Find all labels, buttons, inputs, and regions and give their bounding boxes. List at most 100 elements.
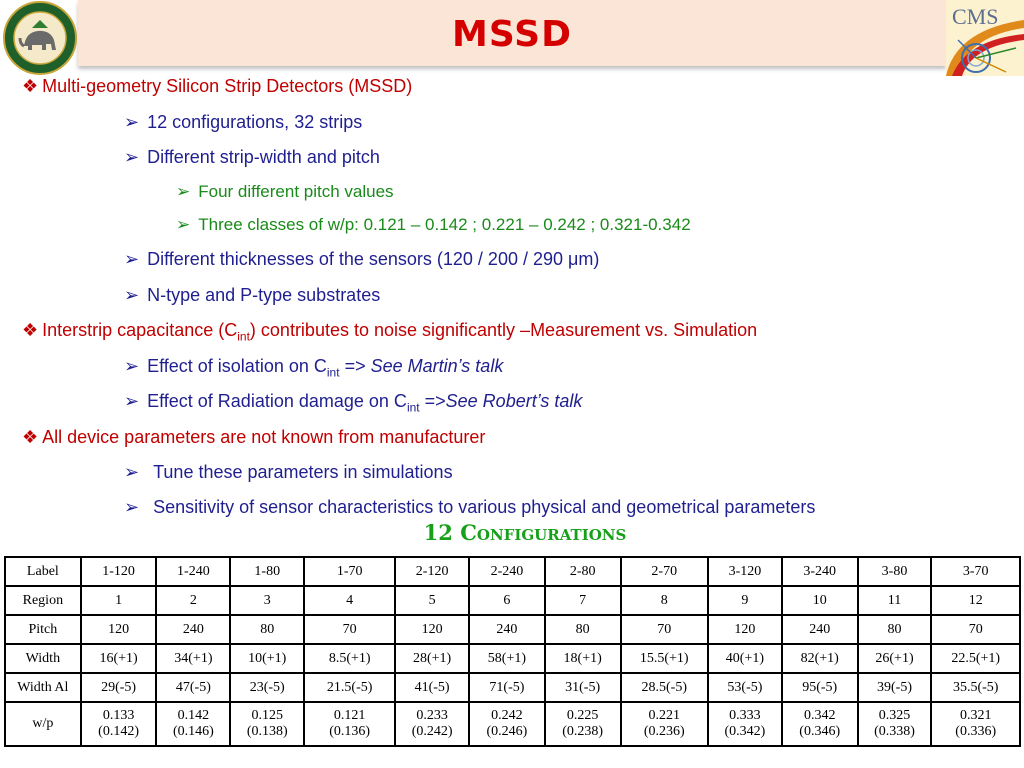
bullet-mssd: ❖ Multi-geometry Silicon Strip Detectors … (22, 75, 412, 97)
arrowhead-bullet-icon: ➢ (124, 112, 140, 132)
wp-alt-value: (0.242) (411, 724, 453, 739)
table-row-width-al: Width Al 29(-5) 47(-5) 23(-5) 21.5(-5) 41(-5)… (4, 672, 1021, 703)
table-cell: 53(-5) (706, 672, 783, 703)
bullet-interstrip-capacitance: ❖ Interstrip capacitance (Cint) contribut… (22, 320, 758, 344)
table-cell: 47(-5) (155, 672, 232, 703)
table-cell: 1 (79, 585, 158, 616)
table-cell: 120 (394, 614, 471, 645)
table-cell: 35.5(-5) (930, 672, 1021, 703)
table-cell: 3-80 (856, 556, 933, 587)
table-cell: 1-240 (155, 556, 232, 587)
table-cell: 0.333 (0.342) (706, 701, 783, 747)
table-cell: 5 (394, 585, 471, 616)
wp-alt-value: (0.338) (874, 724, 915, 739)
wp-value: 0.325 (878, 708, 911, 723)
table-cell: 0.142 (0.146) (155, 701, 232, 747)
table-row-pitch: Pitch 120 240 80 70 120 240 80 70 120 240 80 70 (4, 614, 1021, 645)
diamond-bullet-icon: ❖ (22, 76, 39, 96)
table-cell: 120 (79, 614, 158, 645)
table-cell: 58(+1) (468, 643, 546, 674)
bullet-device-parameters: ❖ All device parameters are not known fro… (22, 427, 486, 447)
table-row-header: Width (4, 643, 82, 674)
martin-talk-reference: See Martin’s talk (370, 356, 504, 376)
wp-value: 0.142 (177, 708, 210, 723)
table-cell: 3-240 (780, 556, 859, 587)
table-cell: 31(-5) (543, 672, 622, 703)
table-cell: 70 (619, 614, 709, 645)
table-cell: 3 (229, 585, 306, 616)
wp-alt-value: (0.342) (724, 724, 766, 739)
table-cell: 70 (930, 614, 1021, 645)
arrowhead-bullet-icon: ➢ (176, 215, 191, 234)
table-cell: 12 (930, 585, 1021, 616)
arrowhead-bullet-icon: ➢ (124, 462, 140, 482)
table-row-header: w/p (4, 701, 82, 747)
sub-sub-bullet-pitch: ➢ Four different pitch values (176, 182, 394, 201)
wp-alt-value: (0.336) (955, 724, 997, 739)
wp-alt-value: (0.146) (172, 724, 214, 739)
wp-value: 0.221 (648, 708, 681, 723)
table-cell: 1-120 (79, 556, 158, 587)
arrowhead-bullet-icon: ➢ (124, 285, 140, 305)
table-cell: 26(+1) (856, 643, 933, 674)
table-cell: 18(+1) (543, 643, 622, 674)
sub-bullet-tune-parameters: ➢ Tune these parameters in simulations (124, 462, 453, 482)
wp-value: 0.342 (803, 708, 836, 723)
table-cell: 80 (543, 614, 622, 645)
table-cell: 2-240 (468, 556, 546, 587)
table-cell: 240 (468, 614, 546, 645)
arrowhead-bullet-icon: ➢ (124, 391, 140, 411)
wp-value: 0.125 (251, 708, 283, 723)
wp-value: 0.121 (333, 708, 366, 723)
table-cell: 0.325 (0.338) (856, 701, 933, 747)
table-cell: 15.5(+1) (619, 643, 709, 674)
table-cell: 16(+1) (79, 643, 158, 674)
table-cell: 22.5(+1) (930, 643, 1021, 674)
wp-alt-value: (0.238) (562, 724, 604, 739)
table-cell: 0.321 (0.336) (930, 701, 1021, 747)
table-row-header: Pitch (4, 614, 82, 645)
table-row-header: Region (4, 585, 82, 616)
sub-bullet-substrates: ➢ N-type and P-type substrates (124, 285, 381, 305)
table-cell: 0.342 (0.346) (780, 701, 859, 747)
table-cell: 3-70 (930, 556, 1021, 587)
table-cell: 2-80 (543, 556, 622, 587)
sub-bullet-isolation: ➢ Effect of isolation on Cint => See Mart… (124, 356, 504, 380)
wp-alt-value: (0.246) (486, 724, 528, 739)
table-cell: 40(+1) (706, 643, 783, 674)
wp-alt-value: (0.142) (98, 724, 139, 739)
configurations-table: Label 1-120 1-240 1-80 1-70 2-120 2-240 2-80 2-7… (4, 556, 1021, 747)
configurations-heading: 12 Configurations (423, 520, 627, 545)
table-row-header: Width Al (4, 672, 82, 703)
wp-value: 0.233 (416, 708, 448, 723)
slide-title: MSSD (452, 14, 572, 55)
table-cell: 41(-5) (394, 672, 471, 703)
table-row-region: Region 1 2 3 4 5 6 7 8 9 10 11 12 (4, 585, 1021, 616)
table-cell: 80 (229, 614, 306, 645)
arrowhead-bullet-icon: ➢ (124, 249, 140, 269)
sub-bullet-radiation-damage: ➢ Effect of Radiation damage on Cint =>Se… (124, 391, 583, 415)
robert-talk-reference: See Robert’s talk (445, 391, 583, 411)
arrowhead-bullet-icon: ➢ (124, 356, 140, 376)
table-cell: 0.125 (0.138) (229, 701, 306, 747)
table-row-wp: w/p 0.133 (0.142) 0.142 (0.146) 0.125 (0.138) 0… (4, 701, 1021, 747)
table-cell: 29(-5) (79, 672, 158, 703)
title-band: MSSD (78, 0, 946, 66)
table-cell: 23(-5) (229, 672, 306, 703)
wp-value: 0.333 (729, 708, 761, 723)
slide-header: MSSD CMS (0, 0, 1024, 76)
table-cell: 21.5(-5) (303, 672, 397, 703)
table-cell: 82(+1) (780, 643, 859, 674)
table-row-header: Label (4, 556, 82, 587)
table-cell: 0.242 (0.246) (468, 701, 546, 747)
table-cell: 4 (303, 585, 397, 616)
wp-value: 0.133 (102, 708, 135, 723)
sub-bullet-strip-width: ➢ Different strip-width and pitch (124, 147, 380, 167)
table-cell: 39(-5) (856, 672, 933, 703)
table-cell: 28(+1) (394, 643, 471, 674)
table-cell: 1-70 (303, 556, 397, 587)
table-cell: 0.225 (0.238) (543, 701, 622, 747)
table-cell: 2 (155, 585, 232, 616)
table-cell: 240 (780, 614, 859, 645)
sub-sub-bullet-wp-classes: ➢ Three classes of w/p: 0.121 – 0.142 ; 0… (176, 215, 691, 234)
